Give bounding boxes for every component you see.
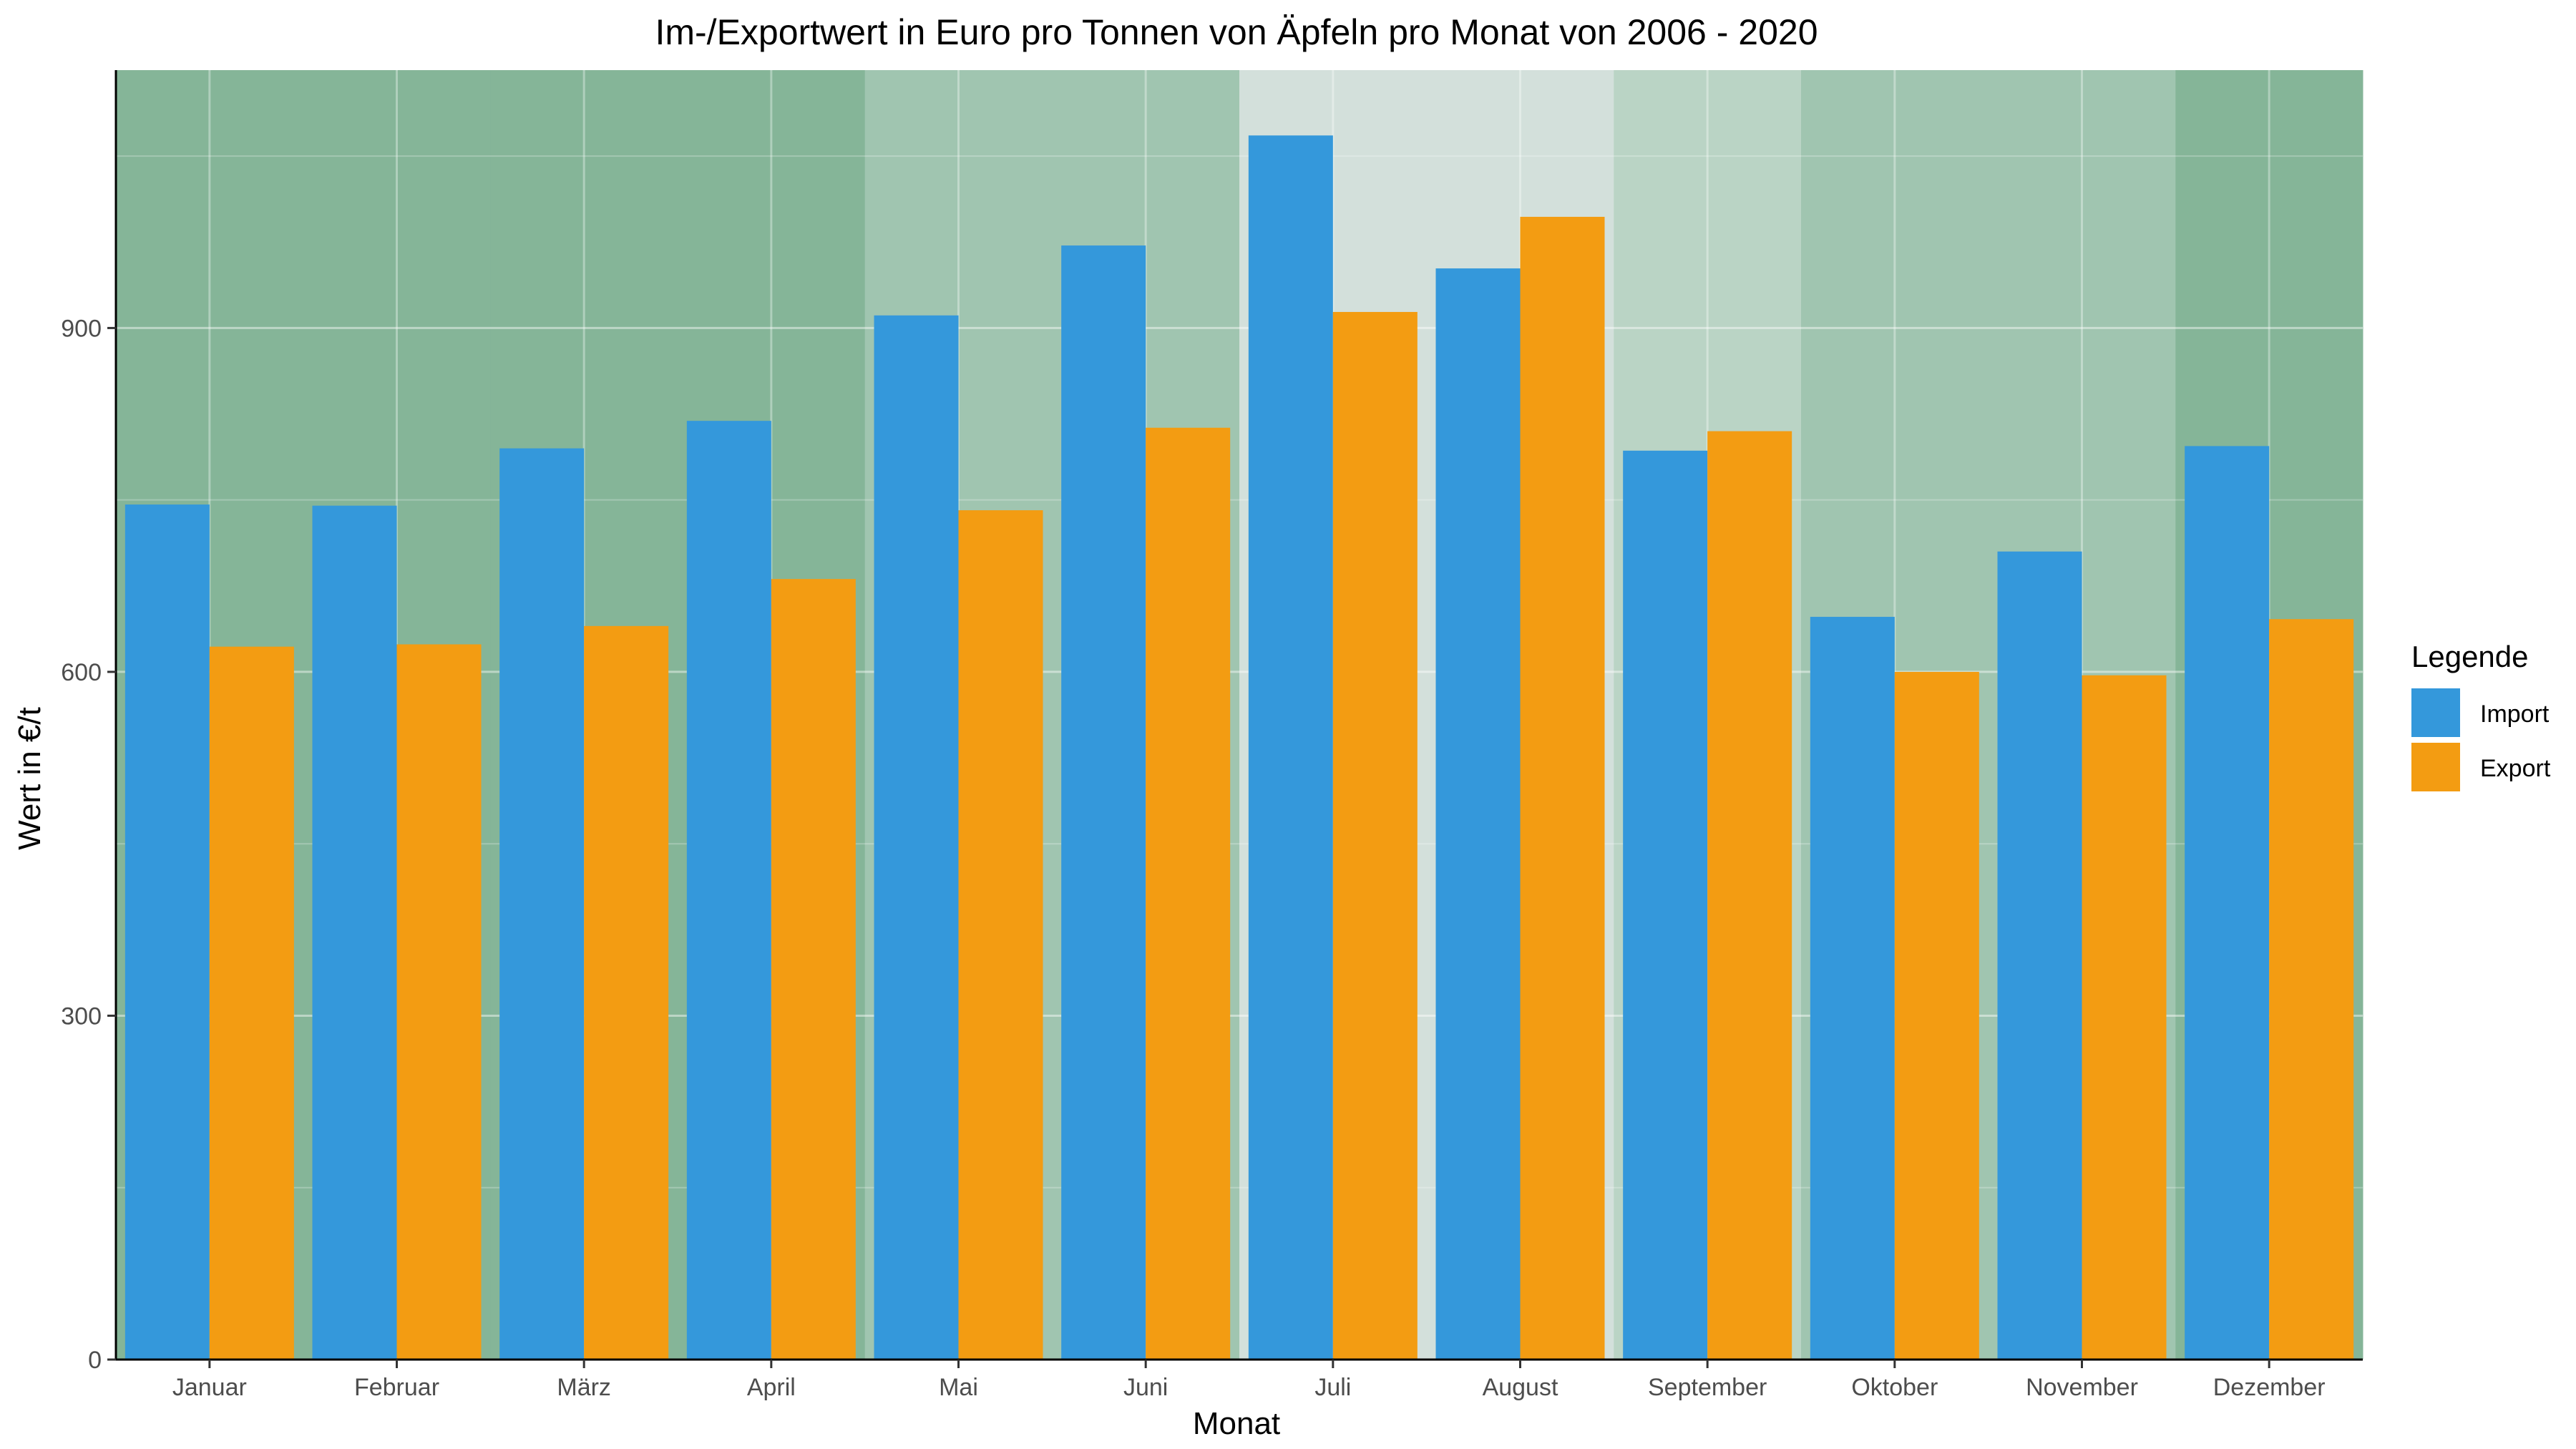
x-tick-label: April <box>747 1374 796 1401</box>
legend-key-export <box>2411 743 2460 791</box>
bar-export <box>209 646 294 1360</box>
legend-key-import <box>2411 688 2460 737</box>
bar-import <box>1435 268 1521 1360</box>
x-tick-label: Februar <box>354 1374 439 1401</box>
y-tick-label: 0 <box>88 1347 102 1374</box>
bar-export <box>1520 217 1605 1360</box>
bar-export <box>396 644 482 1360</box>
legend: Legende Import Export <box>2411 640 2551 791</box>
bar-import <box>1810 617 1895 1360</box>
bar-import <box>499 448 585 1360</box>
bar-import <box>312 505 397 1360</box>
x-tick-label: Mai <box>939 1374 978 1401</box>
bar-import <box>874 315 959 1360</box>
chart-title: Im-/Exportwert in Euro pro Tonnen von Äp… <box>655 12 1818 52</box>
x-tick-label: November <box>2026 1374 2138 1401</box>
bar-export <box>2269 619 2354 1360</box>
bar-export <box>1894 671 1979 1360</box>
bar-export <box>958 510 1043 1360</box>
bar-import <box>1623 450 1708 1360</box>
x-tick-label: Januar <box>172 1374 247 1401</box>
bar-import <box>1248 135 1333 1360</box>
bar-import <box>125 504 210 1360</box>
legend-label-export: Export <box>2480 755 2551 782</box>
bar-export <box>771 579 856 1360</box>
plot-area: 0 300 600 900 Januar Februar März April Mai Juni J… <box>61 70 2363 1401</box>
bar-export <box>1146 427 1231 1360</box>
x-tick-label: Juli <box>1314 1374 1351 1401</box>
legend-label-import: Import <box>2480 701 2550 728</box>
y-tick-label: 900 <box>61 315 102 342</box>
bar-import <box>2185 446 2270 1360</box>
legend-title: Legende <box>2411 640 2529 673</box>
x-tick-label: Oktober <box>1851 1374 1938 1401</box>
x-tick-label: Juni <box>1123 1374 1168 1401</box>
x-tick-label: August <box>1483 1374 1558 1401</box>
x-tick-label: Dezember <box>2213 1374 2326 1401</box>
y-tick-label: 600 <box>61 659 102 686</box>
bar-export <box>1332 311 1418 1360</box>
bar-export <box>1707 431 1792 1360</box>
x-tick-label: September <box>1648 1374 1767 1401</box>
bar-import <box>1061 245 1146 1360</box>
bar-import <box>686 421 771 1360</box>
bar-import <box>1997 551 2082 1360</box>
y-tick-label: 300 <box>61 1002 102 1030</box>
x-axis-title: Monat <box>1193 1406 1280 1441</box>
bar-export <box>2082 675 2167 1360</box>
bar-export <box>584 625 669 1360</box>
y-axis-title: Wert in €/t <box>12 707 47 850</box>
x-tick-label: März <box>557 1374 611 1401</box>
